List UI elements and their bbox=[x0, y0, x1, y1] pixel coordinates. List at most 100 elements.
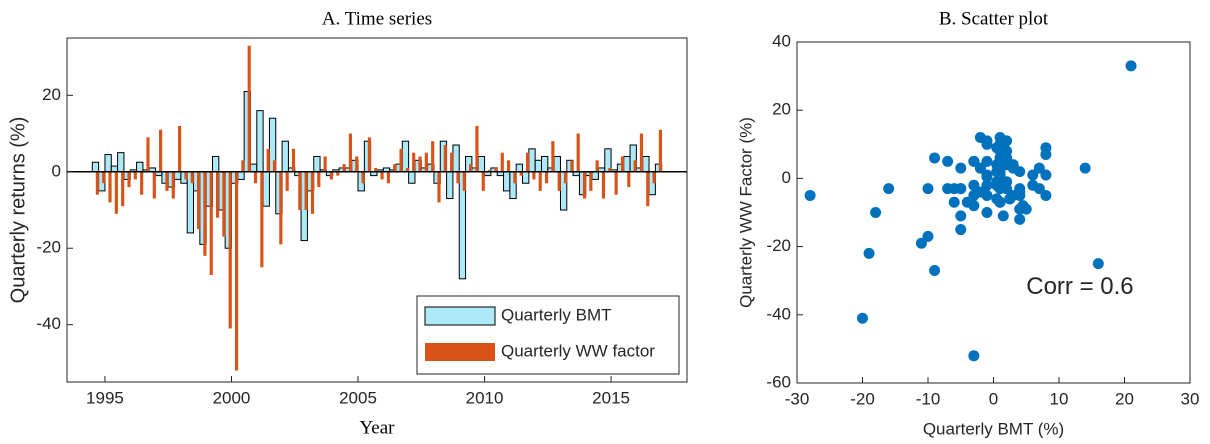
bar bbox=[525, 152, 530, 172]
bar bbox=[405, 167, 409, 172]
bar bbox=[557, 171, 561, 191]
bar bbox=[253, 171, 258, 184]
bar bbox=[91, 161, 100, 173]
bar bbox=[152, 171, 156, 199]
bar bbox=[623, 155, 631, 173]
legend-label: Quarterly BMT bbox=[501, 305, 612, 324]
chart-title: B. Scatter plot bbox=[939, 8, 1049, 29]
point bbox=[1001, 176, 1013, 188]
point bbox=[804, 189, 816, 201]
bar bbox=[249, 163, 258, 173]
bar bbox=[494, 167, 498, 172]
bar bbox=[534, 159, 542, 173]
bar bbox=[262, 171, 270, 207]
bar bbox=[247, 45, 251, 172]
x-tick-label: 20 bbox=[1115, 389, 1134, 408]
bar bbox=[266, 148, 270, 172]
point bbox=[968, 155, 980, 167]
point bbox=[974, 131, 986, 143]
point bbox=[1014, 213, 1026, 225]
bar bbox=[348, 133, 353, 172]
bar bbox=[627, 171, 631, 188]
bar bbox=[601, 171, 606, 199]
bar bbox=[658, 129, 663, 172]
bar bbox=[469, 164, 473, 172]
point bbox=[863, 247, 875, 259]
bar bbox=[386, 171, 390, 184]
x-tick-label: 2010 bbox=[466, 388, 504, 407]
point bbox=[1027, 179, 1039, 191]
bar bbox=[500, 152, 504, 172]
bar bbox=[477, 155, 486, 173]
y-axis-label: Quarterly returns (%) bbox=[7, 117, 29, 304]
bar bbox=[184, 171, 188, 180]
bar bbox=[614, 171, 618, 195]
point bbox=[994, 169, 1006, 181]
bar bbox=[639, 133, 644, 172]
bar bbox=[310, 171, 315, 214]
x-tick-label: -30 bbox=[785, 389, 810, 408]
point bbox=[1027, 169, 1039, 181]
legend-swatch bbox=[425, 343, 495, 361]
point bbox=[883, 183, 895, 195]
bar bbox=[570, 160, 574, 172]
bar bbox=[313, 155, 321, 173]
point bbox=[994, 183, 1006, 195]
bar bbox=[361, 171, 365, 184]
bar bbox=[519, 171, 523, 176]
bar bbox=[652, 171, 656, 184]
point bbox=[922, 183, 934, 195]
bar bbox=[528, 148, 536, 173]
y-tick-label: -40 bbox=[766, 304, 791, 323]
bar bbox=[336, 171, 340, 176]
bar bbox=[285, 171, 289, 191]
x-tick-label: 30 bbox=[1181, 389, 1200, 408]
point bbox=[974, 162, 986, 174]
point bbox=[955, 162, 967, 174]
bar bbox=[197, 171, 201, 230]
point bbox=[948, 183, 960, 195]
bar bbox=[646, 171, 650, 207]
point bbox=[997, 210, 1009, 222]
bar bbox=[228, 171, 232, 329]
bar bbox=[171, 171, 175, 199]
bar bbox=[589, 171, 593, 191]
bar bbox=[304, 171, 308, 210]
point bbox=[870, 207, 882, 218]
bar bbox=[503, 171, 511, 192]
point bbox=[981, 155, 993, 167]
bar bbox=[393, 164, 397, 172]
bar bbox=[127, 171, 131, 188]
bar bbox=[272, 160, 277, 172]
y-tick-label: 0 bbox=[52, 161, 61, 180]
point bbox=[981, 138, 993, 150]
bar bbox=[212, 155, 220, 173]
bar bbox=[620, 156, 625, 172]
bar bbox=[443, 145, 447, 172]
point bbox=[981, 171, 993, 183]
point bbox=[1014, 186, 1026, 198]
bar bbox=[431, 141, 435, 172]
bar bbox=[215, 171, 220, 218]
bar bbox=[553, 155, 561, 173]
bar bbox=[582, 171, 587, 199]
point bbox=[1033, 162, 1045, 174]
bar bbox=[159, 129, 163, 172]
point bbox=[1001, 135, 1013, 147]
bar bbox=[222, 171, 226, 237]
bar bbox=[117, 152, 125, 173]
bar bbox=[563, 171, 568, 184]
bar bbox=[209, 171, 213, 275]
bar bbox=[608, 167, 612, 172]
legend-swatch bbox=[424, 306, 496, 326]
bar bbox=[140, 171, 144, 195]
point bbox=[857, 312, 868, 324]
bar bbox=[374, 167, 378, 172]
bar bbox=[538, 171, 542, 191]
point bbox=[1040, 189, 1052, 201]
bar bbox=[551, 141, 555, 172]
bar bbox=[291, 148, 296, 172]
bar bbox=[446, 171, 454, 200]
point bbox=[948, 196, 960, 208]
